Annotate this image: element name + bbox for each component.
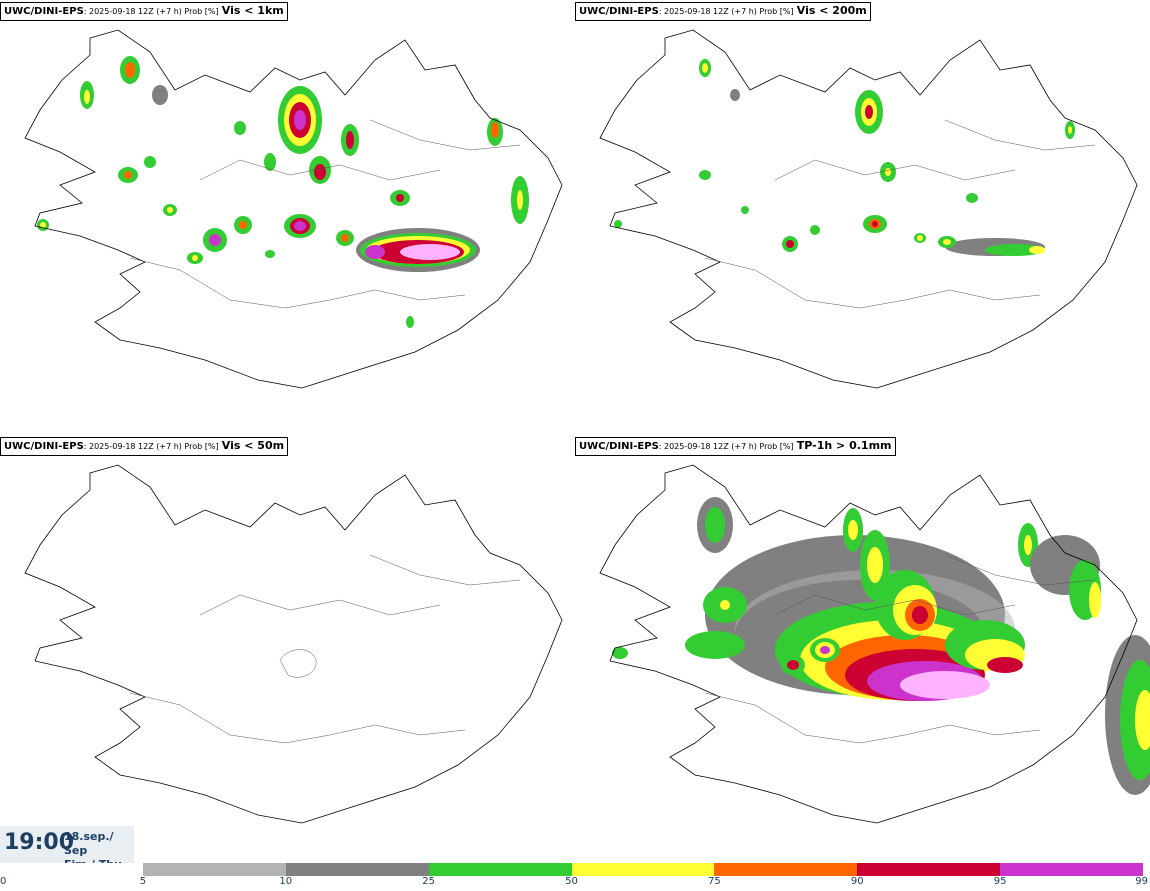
- title-run: : 2025-09-18 12Z (+7 h) Prob [%]: [83, 442, 219, 451]
- title-run: : 2025-09-18 12Z (+7 h) Prob [%]: [83, 7, 219, 16]
- legend-color-90-95: [857, 863, 1001, 876]
- iceland-map-vis-200m: [599, 29, 1138, 389]
- title-source: UWC/DINI-EPS: [579, 441, 659, 452]
- legend-color-0-5: [0, 863, 143, 876]
- iceland-coastline: [24, 464, 563, 824]
- iceland-coastline: [599, 29, 1138, 389]
- legend-color-75-90: [714, 863, 858, 876]
- panel-title: UWC/DINI-EPS: 2025-09-18 12Z (+7 h) Prob…: [575, 437, 896, 456]
- title-source: UWC/DINI-EPS: [579, 6, 659, 17]
- valid-time-box: 19:00 18.sep./ Sep Fim./ Thu: [0, 826, 134, 871]
- valid-date-line: 18.sep./ Sep: [64, 830, 114, 857]
- title-source: UWC/DINI-EPS: [4, 441, 84, 452]
- legend-tick-label: 10: [279, 876, 293, 887]
- title-run: : 2025-09-18 12Z (+7 h) Prob [%]: [658, 7, 794, 16]
- iceland-map-tp-1h: [599, 464, 1150, 824]
- legend-tick-label: 5: [139, 876, 147, 887]
- legend-color-95-99: [1000, 863, 1143, 876]
- legend-tick-label: 90: [850, 876, 864, 887]
- title-threshold: TP-1h > 0.1mm: [796, 439, 892, 452]
- iceland-map-vis-50m: [24, 464, 563, 824]
- legend-tick-label: 95: [993, 876, 1007, 887]
- legend-tick-label: 99: [1135, 876, 1148, 887]
- title-threshold: Vis < 50m: [221, 439, 285, 452]
- legend-tick-label: 0: [0, 876, 7, 887]
- map-panel-vis-50m: UWC/DINI-EPS: 2025-09-18 12Z (+7 h) Prob…: [0, 435, 575, 870]
- prob-field: [614, 59, 1075, 256]
- legend-tick-label: 25: [422, 876, 435, 887]
- title-source: UWC/DINI-EPS: [4, 6, 84, 17]
- valid-time: 19:00: [4, 830, 75, 855]
- iceland-coastline: [599, 464, 1138, 824]
- legend-color-50-75: [571, 863, 715, 876]
- probability-legend: 0 5 10 25 50 75 90 95 99: [0, 863, 1150, 891]
- title-threshold: Vis < 200m: [796, 4, 867, 17]
- prob-field: [612, 497, 1150, 795]
- panel-title: UWC/DINI-EPS: 2025-09-18 12Z (+7 h) Prob…: [575, 2, 871, 21]
- prob-field: [37, 56, 529, 328]
- legend-tick-label: 75: [708, 876, 721, 887]
- iceland-coastline: [24, 29, 563, 389]
- legend-color-5-10: [142, 863, 286, 876]
- panel-title: UWC/DINI-EPS: 2025-09-18 12Z (+7 h) Prob…: [0, 437, 289, 456]
- legend-color-25-50: [428, 863, 572, 876]
- map-panel-tp-1h: UWC/DINI-EPS: 2025-09-18 12Z (+7 h) Prob…: [575, 435, 1150, 870]
- map-panel-vis-1km: UWC/DINI-EPS: 2025-09-18 12Z (+7 h) Prob…: [0, 0, 575, 435]
- map-panel-vis-200m: UWC/DINI-EPS: 2025-09-18 12Z (+7 h) Prob…: [575, 0, 1150, 435]
- legend-color-10-25: [285, 863, 429, 876]
- legend-tick-label: 50: [565, 876, 578, 887]
- title-threshold: Vis < 1km: [221, 4, 284, 17]
- title-run: : 2025-09-18 12Z (+7 h) Prob [%]: [658, 442, 794, 451]
- iceland-map-vis-1km: [24, 29, 563, 389]
- panel-title: UWC/DINI-EPS: 2025-09-18 12Z (+7 h) Prob…: [0, 2, 288, 21]
